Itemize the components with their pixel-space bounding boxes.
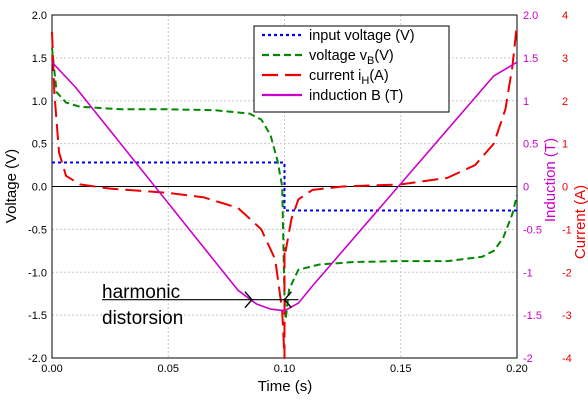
annotation-text-line1: harmonic	[102, 282, 180, 303]
induction-tick-label: -1.5	[523, 310, 542, 322]
voltage-tick-label: -1.0	[28, 267, 47, 279]
voltage-tick-label: 0.5	[32, 139, 47, 151]
current-tick-label: 2	[562, 96, 568, 108]
legend-label-1: input voltage (V)	[309, 28, 415, 44]
legend-label-3: current iH(A)	[309, 68, 389, 87]
series-line-4	[51, 61, 518, 312]
induction-tick-label: 1.5	[523, 53, 538, 65]
voltage-axis: -2.0 -1.5 -1.0 -0.5 0.0 0.5 1.0 1.5 2.0 Voltage (…	[3, 10, 47, 365]
voltage-axis-label: Voltage (V)	[3, 149, 20, 223]
x-tick-label: 0.20	[506, 363, 527, 375]
series-line-1	[52, 161, 517, 212]
induction-tick-label: -2	[523, 353, 533, 365]
induction-axis: -2 -1.5 -1 -0.5 0 0.5 1 1.5 2.0 Induction (T)	[523, 10, 559, 365]
current-tick-label: 4	[562, 10, 568, 22]
x-axis-label: Time (s)	[258, 378, 312, 395]
induction-tick-label: 1	[523, 96, 529, 108]
voltage-tick-label: 1.5	[32, 53, 47, 65]
current-tick-label: -1	[562, 224, 572, 236]
induction-tick-label: 0	[523, 182, 529, 194]
voltage-tick-label: 0.0	[32, 182, 47, 194]
x-axis: 0.00 0.05 0.10 0.15 0.20 Time (s)	[41, 363, 527, 395]
voltage-tick-label: -2.0	[28, 353, 47, 365]
annotation-layer: harmonic distorsion	[102, 282, 299, 329]
x-tick-label: 0.10	[274, 363, 295, 375]
legend-box	[253, 25, 450, 113]
induction-tick-label: -0.5	[523, 224, 542, 236]
current-tick-label: -3	[562, 310, 572, 322]
legend-label-4: induction B (T)	[309, 88, 403, 104]
x-tick-label: 0.00	[41, 363, 62, 375]
series-line-3	[51, 23, 518, 359]
current-tick-label: -2	[562, 267, 572, 279]
x-tick-label: 0.05	[158, 363, 179, 375]
induction-tick-label: -1	[523, 267, 533, 279]
current-tick-label: -4	[562, 353, 572, 365]
induction-tick-label: 0.5	[523, 139, 538, 151]
series-line-2	[51, 47, 518, 321]
annotation-arrow-start	[244, 291, 253, 309]
voltage-tick-label: 1.0	[32, 96, 47, 108]
voltage-tick-label: 2.0	[32, 10, 47, 22]
annotation-text-line2: distorsion	[102, 308, 183, 329]
legend-label-2: voltage vB(V)	[309, 48, 394, 67]
series-layer	[51, 23, 518, 359]
current-axis-label: Current (A)	[572, 185, 588, 259]
current-tick-label: 3	[562, 53, 568, 65]
current-axis: -4 -3 -2 -1 0 1 2 3 4 Current (A)	[562, 10, 588, 365]
x-tick-label: 0.15	[390, 363, 411, 375]
annotation-arrow-end	[283, 291, 293, 309]
induction-axis-label: Induction (T)	[542, 138, 559, 222]
voltage-tick-label: -0.5	[28, 224, 47, 236]
legend: input voltage (V) voltage vB(V)current iH…	[253, 25, 450, 113]
voltage-tick-label: -1.5	[28, 310, 47, 322]
current-tick-label: 1	[562, 139, 568, 151]
induction-tick-label: 2.0	[523, 10, 538, 22]
current-tick-label: 0	[562, 182, 568, 194]
